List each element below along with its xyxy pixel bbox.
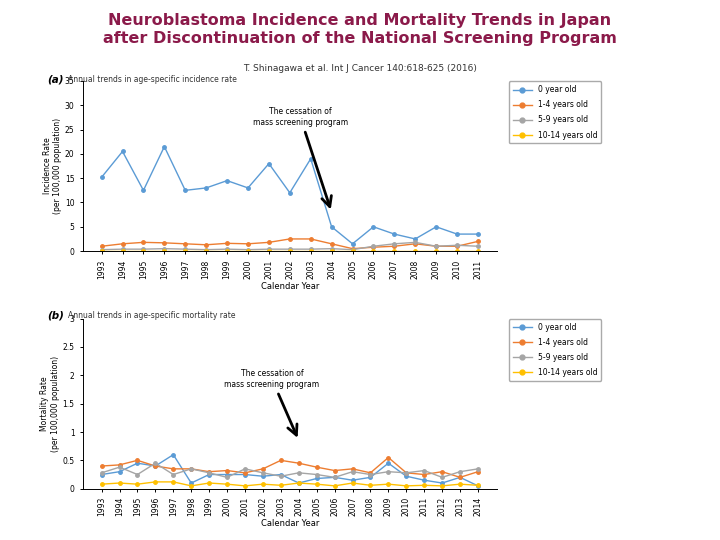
X-axis label: Calendar Year: Calendar Year (261, 519, 319, 528)
Legend: 0 year old, 1-4 years old, 5-9 years old, 10-14 years old: 0 year old, 1-4 years old, 5-9 years old… (509, 82, 601, 144)
Y-axis label: Incidence Rate
(per 100,000 population): Incidence Rate (per 100,000 population) (42, 118, 62, 214)
Text: The cessation of
mass screening program: The cessation of mass screening program (225, 369, 320, 435)
Text: Neuroblastoma Incidence and Mortality Trends in Japan
after Discontinuation of t: Neuroblastoma Incidence and Mortality Tr… (103, 14, 617, 46)
Text: Annual trends in age-specific mortality rate: Annual trends in age-specific mortality … (68, 310, 236, 320)
Y-axis label: Mortality Rate
(per 100,000 population): Mortality Rate (per 100,000 population) (40, 355, 60, 452)
Text: (b): (b) (47, 310, 63, 321)
Legend: 0 year old, 1-4 years old, 5-9 years old, 10-14 years old: 0 year old, 1-4 years old, 5-9 years old… (509, 319, 601, 381)
Text: (a): (a) (47, 75, 63, 85)
Text: The cessation of
mass screening program: The cessation of mass screening program (253, 107, 348, 207)
X-axis label: Calendar Year: Calendar Year (261, 281, 319, 291)
Text: T. Shinagawa et al. Int J Cancer 140:618-625 (2016): T. Shinagawa et al. Int J Cancer 140:618… (243, 64, 477, 73)
Text: Annual trends in age-specific incidence rate: Annual trends in age-specific incidence … (68, 75, 238, 84)
